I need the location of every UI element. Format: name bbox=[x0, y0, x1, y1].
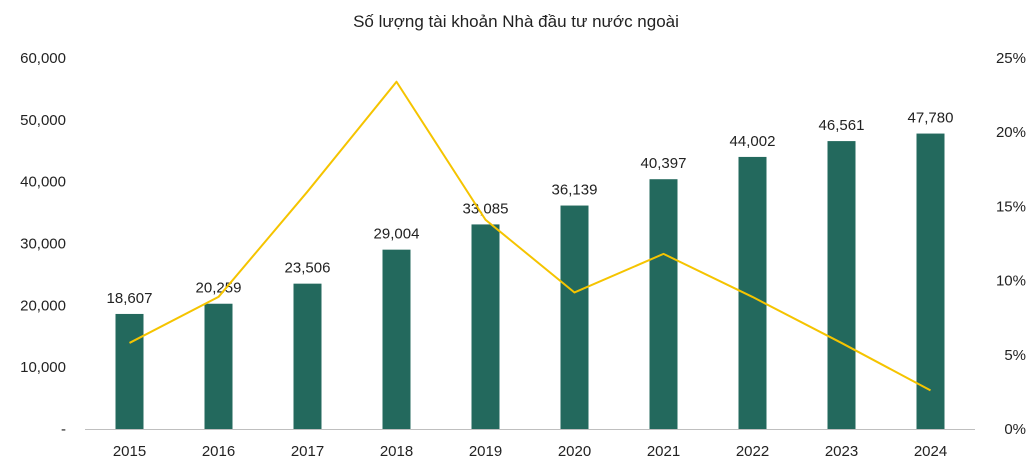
x-tick-label: 2020 bbox=[558, 443, 591, 460]
y-left-tick-label: 30,000 bbox=[20, 236, 66, 253]
y-left-tick-label: - bbox=[61, 421, 66, 438]
bar bbox=[649, 179, 678, 429]
chart-title: Số lượng tài khoản Nhà đầu tư nước ngoài bbox=[353, 12, 679, 31]
y-right-tick-label: 0% bbox=[1004, 421, 1026, 438]
y-left-tick-label: 40,000 bbox=[20, 174, 66, 191]
bar-data-label: 18,607 bbox=[107, 290, 153, 307]
bar bbox=[293, 283, 322, 429]
y-right-tick-label: 15% bbox=[996, 198, 1026, 215]
x-tick-label: 2016 bbox=[202, 443, 235, 460]
y-left-tick-label: 60,000 bbox=[20, 50, 66, 67]
bar-data-label: 36,139 bbox=[552, 182, 598, 199]
y-left-tick-label: 10,000 bbox=[20, 359, 66, 376]
y-right-tick-label: 25% bbox=[996, 50, 1026, 67]
x-tick-label: 2019 bbox=[469, 443, 502, 460]
bar bbox=[471, 224, 500, 429]
x-axis: 2015 2016 2017 2018 2019 2020 2021 2022 2023 2024 bbox=[113, 443, 947, 460]
bar bbox=[827, 141, 856, 429]
y-left-tick-label: 20,000 bbox=[20, 297, 66, 314]
y-right-tick-label: 20% bbox=[996, 124, 1026, 141]
x-tick-label: 2017 bbox=[291, 443, 324, 460]
bar-series bbox=[115, 133, 945, 429]
growth-line-series bbox=[129, 80, 931, 392]
bar-data-label: 40,397 bbox=[641, 155, 687, 172]
x-tick-label: 2024 bbox=[914, 443, 947, 460]
bar bbox=[916, 133, 945, 429]
bar-data-label: 29,004 bbox=[374, 226, 420, 243]
bar-data-label: 47,780 bbox=[908, 110, 954, 127]
bar-data-labels: 18,607 20,259 23,506 29,004 33,085 36,139 40,3… bbox=[107, 110, 954, 307]
y-left-axis: - 10,000 20,000 30,000 40,000 50,000 60,000 bbox=[20, 50, 66, 438]
bar-data-label: 23,506 bbox=[285, 260, 331, 277]
x-tick-label: 2021 bbox=[647, 443, 680, 460]
bar bbox=[115, 313, 144, 429]
bar-data-label: 33,085 bbox=[463, 200, 509, 217]
y-right-tick-label: 10% bbox=[996, 273, 1026, 290]
x-tick-label: 2015 bbox=[113, 443, 146, 460]
bar-data-label: 20,259 bbox=[196, 280, 242, 297]
y-left-tick-label: 50,000 bbox=[20, 112, 66, 129]
x-tick-label: 2023 bbox=[825, 443, 858, 460]
bar bbox=[382, 249, 411, 429]
x-tick-label: 2022 bbox=[736, 443, 769, 460]
y-right-tick-label: 5% bbox=[1004, 347, 1026, 364]
bar-data-label: 46,561 bbox=[819, 117, 865, 134]
x-tick-label: 2018 bbox=[380, 443, 413, 460]
bar-data-label: 44,002 bbox=[730, 133, 776, 150]
y-right-axis: 0% 5% 10% 15% 20% 25% bbox=[996, 50, 1026, 438]
bar bbox=[204, 303, 233, 429]
bar bbox=[560, 205, 589, 429]
